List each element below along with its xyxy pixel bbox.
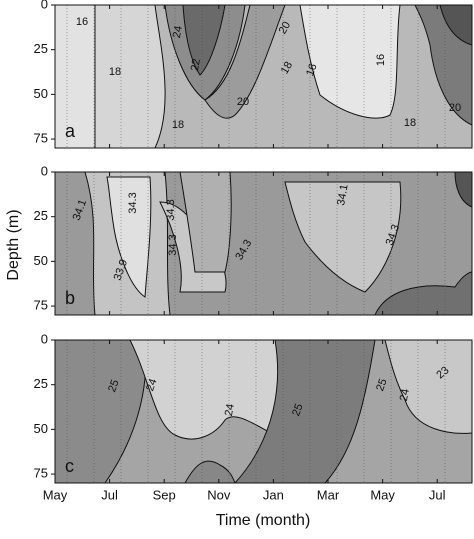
contour-label: 16 [76,16,88,28]
contour-label: 22 [189,58,203,72]
panel-frame [54,171,473,316]
contour-region [234,340,376,483]
y-tick-label: 0 [41,331,48,346]
x-axis-title: Time (month) [216,512,311,529]
contour-label: 25 [106,378,121,394]
x-tick-label: May [370,487,395,502]
contour-fill [55,340,472,483]
contour-label: 16 [375,54,387,66]
contour-region [284,181,402,293]
y-tick-label: 25 [34,41,48,56]
contour-label: 24 [223,403,237,417]
contour-region [454,172,472,208]
contour-label: 34.1 [335,183,351,206]
y-tick-label: 50 [34,421,48,436]
contour-label: 24 [171,25,185,39]
y-tick-label: 75 [34,298,48,313]
contour-region [94,5,166,148]
y-axis-title: Depth (m) [5,209,22,280]
x-tick-label: Nov [207,487,231,502]
panel-label: a [65,121,76,141]
contour-panel [54,171,473,316]
contour-panel [54,4,473,149]
y-tick-label: 25 [34,208,48,223]
contour-label: 34.3 [167,234,179,255]
panel-frame [54,4,473,149]
contour-label: 25 [374,377,389,393]
y-tick-label: 0 [41,0,48,11]
contour-label: 34.3 [127,192,139,213]
contour-region [179,172,232,273]
y-tick-label: 75 [34,466,48,481]
contour-label: 18 [109,66,121,78]
y-tick-label: 75 [34,131,48,146]
contour-region [299,5,401,119]
contour-label: 24 [144,377,159,393]
contour-label: 18 [172,119,184,131]
contour-region [106,176,152,298]
contour-label: 18 [404,117,416,129]
contour-label: 20 [237,96,249,108]
contour-label: 20 [449,102,461,114]
x-tick-label: Jul [429,487,446,502]
y-tick-label: 50 [34,253,48,268]
x-tick-label: Jan [263,487,284,502]
x-tick-label: Sep [153,487,176,502]
x-tick-label: Jul [101,487,118,502]
contour-region [184,460,236,483]
contour-label: 25 [290,402,305,418]
x-tick-label: May [43,487,68,502]
contour-region [439,5,472,46]
contour-label: 16 [304,62,319,78]
contour-fill [55,172,472,315]
contour-region [182,5,226,76]
contour-label: 18 [279,60,296,77]
y-tick-label: 25 [34,376,48,391]
contour-label: 20 [277,20,294,37]
contour-region [204,5,286,119]
panel-label: b [65,288,75,308]
x-tick-label: Mar [317,487,340,502]
y-tick-label: 50 [34,86,48,101]
panel-label: c [65,456,74,476]
panel-frame [54,339,473,484]
contour-panel [54,339,473,484]
contour-fill [55,5,472,148]
contour-region [384,340,472,434]
contour-label: 24 [398,388,412,402]
contour-label: 34.3 [165,199,177,220]
y-tick-label: 0 [41,163,48,178]
